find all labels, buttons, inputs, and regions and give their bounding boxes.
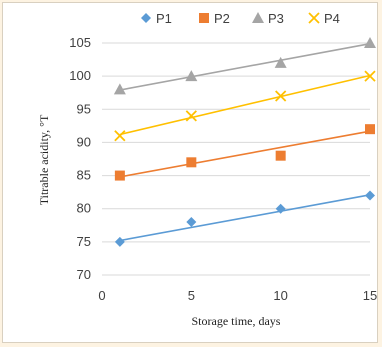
data-point-p1-day-1 [114,236,125,247]
y-tick-label-85: 85 [77,168,91,183]
data-point-p2-day-15 [365,124,375,135]
chart-frame [2,2,378,343]
data-point-p4-day-5 [185,110,197,122]
y-axis-title: Titrable acidity, °T [37,114,51,205]
legend-label-p4: P4 [324,11,340,26]
x-axis-title: Storage time, days [192,314,281,328]
y-tick-label-95: 95 [77,101,91,116]
x-tick-label-10: 10 [273,288,287,303]
x-tick-label-0: 0 [98,288,105,303]
legend-label-p2: P2 [214,11,230,26]
y-tick-label-80: 80 [77,201,91,216]
y-tick-label-100: 100 [69,68,91,83]
data-point-p2-day-1 [114,170,125,181]
legend-marker-p1 [141,13,151,23]
data-point-p4-day-1 [114,130,126,142]
trendline-p4 [119,74,371,136]
legend-marker-p2 [199,13,209,23]
data-point-p2-day-10 [275,150,286,161]
x-tick-label-5: 5 [188,288,195,303]
legend-marker-p4 [308,12,320,24]
trendline-p3 [119,42,371,91]
data-point-p3-day-5 [185,70,198,82]
data-point-p1-day-5 [186,216,197,227]
data-point-p3-day-1 [113,83,126,95]
x-tick-label-15: 15 [363,288,377,303]
data-point-p3-day-10 [274,56,287,68]
trendline-p1 [119,194,371,242]
trendline-p2 [119,130,371,178]
data-point-p1-day-10 [275,203,286,214]
y-tick-label-70: 70 [77,267,91,282]
y-tick-label-90: 90 [77,134,91,149]
data-point-p3-day-15 [364,37,376,48]
data-point-p4-day-10 [275,90,287,102]
legend-label-p3: P3 [268,11,284,26]
data-point-p2-day-5 [186,157,197,168]
data-point-p4-day-15 [364,70,376,82]
legend-label-p1: P1 [156,11,172,26]
y-tick-label-105: 105 [69,35,91,50]
legend-marker-p3 [252,12,264,23]
y-tick-label-75: 75 [77,234,91,249]
data-point-p1-day-15 [365,190,375,201]
